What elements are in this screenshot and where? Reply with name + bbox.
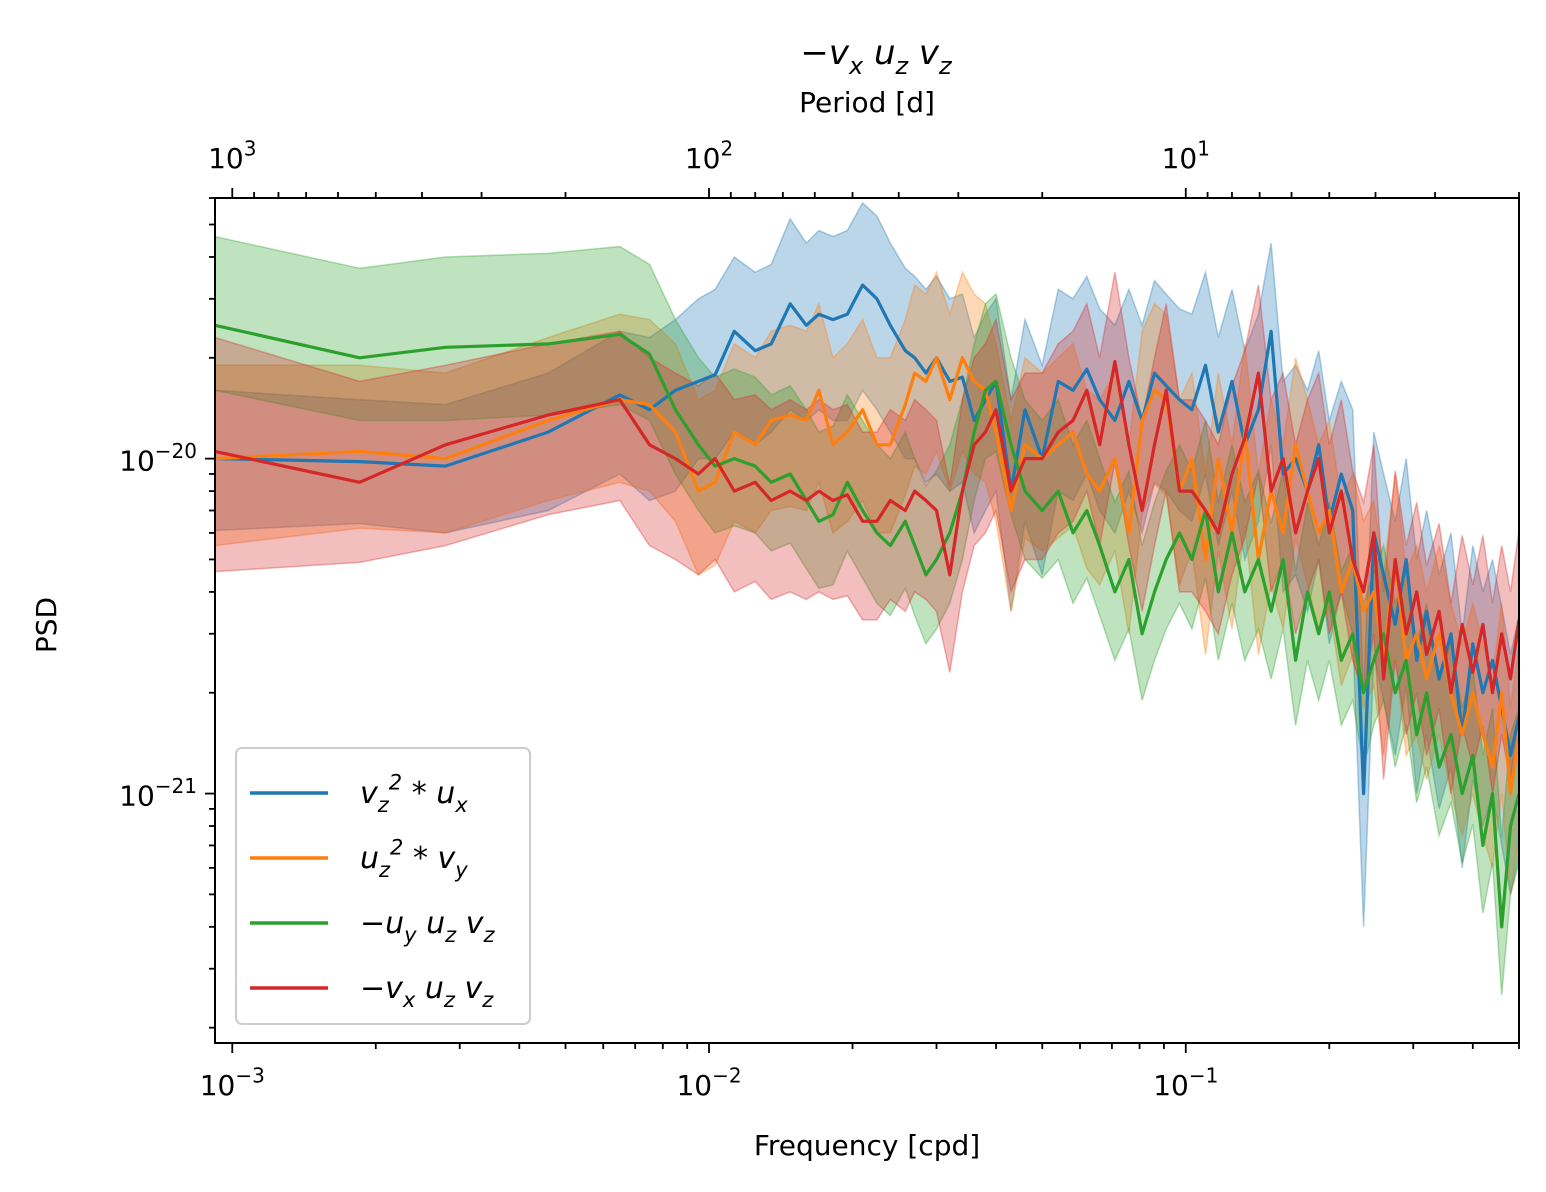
legend-item: uz2 * vy (250, 836, 468, 883)
legend-item: −uy uz vz (250, 906, 495, 947)
top-axis-label: Period [d] (799, 86, 935, 119)
legend: vz2 * ux uz2 * vy −uy uz vz −vx uz vz (235, 747, 531, 1025)
legend-label: vz2 * ux (360, 771, 468, 818)
band-series-3 (215, 235, 1519, 996)
x-axis-label: Frequency [cpd] (754, 1129, 980, 1162)
y-axis-label: PSD (30, 597, 63, 653)
line-series-3 (215, 323, 1519, 929)
tick-labels: 10−3 10−2 10−1 10−21 10−20 103 102 101 (119, 136, 1218, 1102)
series-lines (215, 283, 1519, 929)
chart-title: −vx uz vz (800, 33, 953, 80)
top-tick-label: 101 (1162, 136, 1210, 175)
line-series-4 (215, 359, 1519, 695)
y-tick-label: 10−20 (119, 439, 197, 478)
legend-label: −vx uz vz (360, 971, 494, 1012)
legend-label: uz2 * vy (360, 836, 468, 883)
axis-ticks (205, 188, 1520, 1053)
x-tick-label: 10−2 (676, 1063, 741, 1102)
legend-item: vz2 * ux (250, 771, 468, 818)
x-tick-label: 10−3 (200, 1063, 265, 1102)
band-series-2 (215, 270, 1519, 895)
x-tick-label: 10−1 (1153, 1063, 1218, 1102)
legend-label: −uy uz vz (360, 906, 495, 947)
legend-box (235, 747, 531, 1025)
legend-item: −vx uz vz (250, 971, 494, 1012)
y-tick-label: 10−21 (119, 774, 197, 813)
plot-frame (214, 197, 1520, 1044)
band-series-1 (215, 201, 1519, 927)
top-tick-label: 102 (685, 136, 733, 175)
top-tick-label: 103 (208, 136, 256, 175)
